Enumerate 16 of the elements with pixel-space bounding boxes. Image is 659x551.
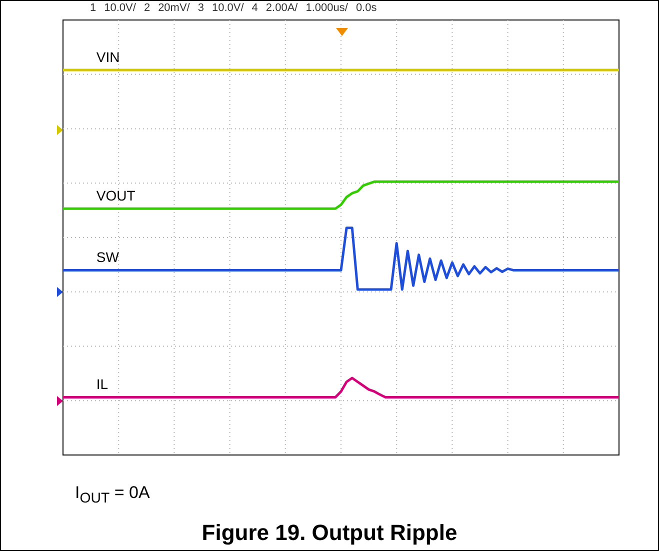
series-label: SW	[96, 249, 120, 266]
text: Figure 19. Output Ripple	[200, 520, 458, 546]
text: 20mV/	[158, 2, 190, 16]
text: 2.00A/	[266, 2, 298, 16]
text: 1	[90, 2, 96, 16]
text: I$_{OUT}$ = 0A	[75, 483, 150, 506]
series-label: IL	[96, 376, 108, 392]
text: 10.0V/	[104, 2, 136, 16]
text: 1.000us/	[306, 2, 348, 16]
text: 0.0s	[356, 2, 377, 16]
text: 10.0V/	[212, 2, 244, 16]
series-label: VIN	[96, 48, 120, 65]
text: 2	[144, 2, 150, 16]
series-label: VOUT	[96, 187, 136, 204]
text: 4	[252, 2, 258, 16]
text: 3	[198, 2, 204, 16]
